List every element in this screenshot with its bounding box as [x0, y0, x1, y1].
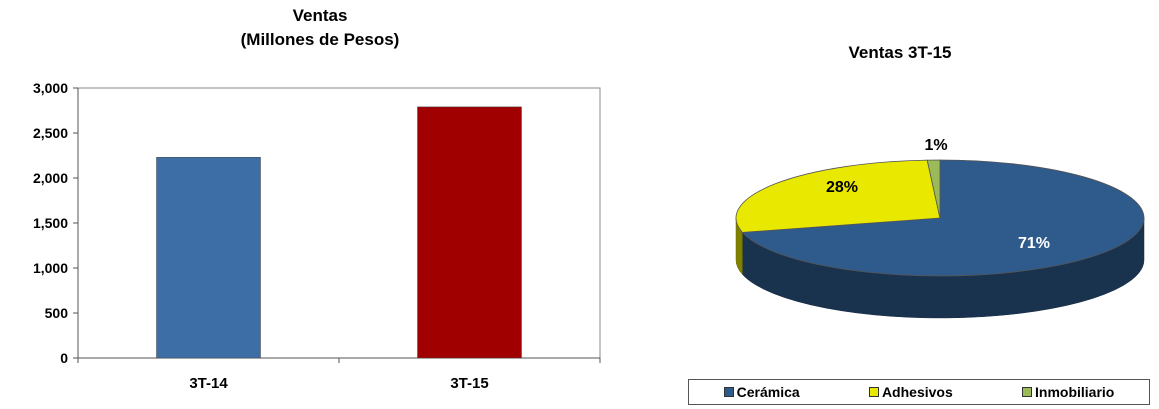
legend-item-adhesivos: Adhesivos: [868, 384, 953, 400]
y-tick-label: 1,000: [33, 260, 68, 276]
bar-chart-plot: 0 500 1,000 1,500 2,000 2,500 3,000 3T-14 3T-15: [33, 80, 601, 392]
legend-label-adhesivos: Adhesivos: [881, 384, 953, 400]
y-tick-label: 2,000: [33, 170, 68, 186]
pie-slice-adhesivos: [735, 159, 941, 233]
bar-3t-14: [156, 157, 261, 359]
legend-swatch-ceramica: [723, 387, 734, 397]
x-tick-label: 3T-15: [450, 375, 488, 392]
bar-chart: Ventas (Millones de Pesos) 0 500 1,000 1,50…: [33, 6, 601, 392]
legend-swatch-adhesivos: [868, 387, 879, 397]
bar-3t-15: [417, 106, 522, 359]
pie-chart-plot: 71% 28% 1%: [735, 137, 1145, 319]
x-tick-label: 3T-14: [189, 375, 228, 392]
y-tick-label: 1,500: [33, 215, 68, 231]
y-tick-label: 500: [45, 305, 69, 321]
pie-slice-inmobiliario: [926, 159, 941, 219]
legend-item-ceramica: Cerámica: [723, 384, 800, 400]
legend-label-ceramica: Cerámica: [736, 384, 800, 400]
pie-label-cerámica: 71%: [1018, 235, 1050, 252]
pie-label-inmobiliario: 1%: [924, 137, 947, 154]
pie-label-adhesivos: 28%: [826, 179, 858, 196]
pie-legend: Cerámica Adhesivos Inmobiliario: [688, 379, 1150, 405]
legend-item-inmobiliario: Inmobiliario: [1022, 384, 1114, 400]
y-tick-label: 0: [60, 350, 68, 366]
y-tick-label: 3,000: [33, 80, 68, 96]
pie-chart: Ventas 3T-15 71% 28% 1%: [640, 0, 1159, 409]
pie-chart-title: Ventas 3T-15: [848, 43, 952, 62]
bar-chart-title: Ventas: [292, 6, 348, 25]
bar-chart-subtitle: (Millones de Pesos): [240, 30, 400, 49]
legend-swatch-inmobiliario: [1022, 387, 1033, 397]
pie-slice-cerámica: [741, 159, 1145, 277]
y-tick-label: 2,500: [33, 125, 68, 141]
legend-label-inmobiliario: Inmobiliario: [1035, 384, 1115, 400]
